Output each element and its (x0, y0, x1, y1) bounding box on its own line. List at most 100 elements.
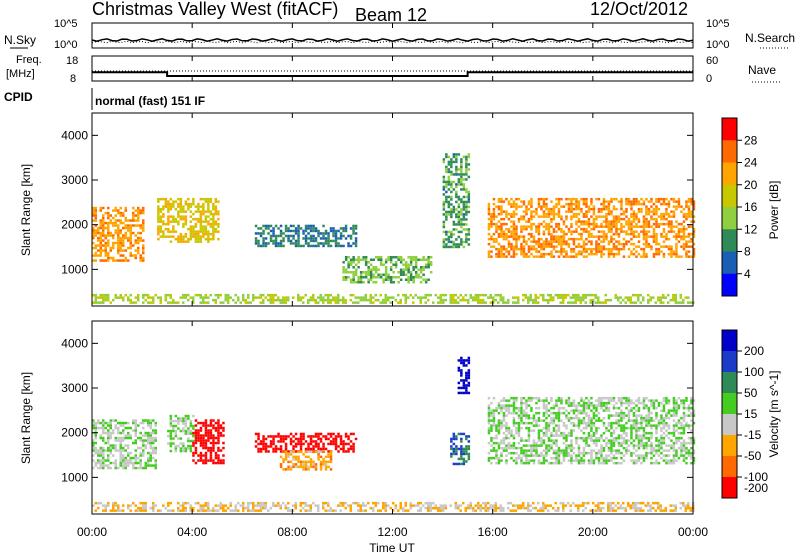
power-cell (114, 293, 117, 297)
velocity-cell (109, 434, 112, 437)
power-cell (94, 244, 97, 247)
power-cell (577, 296, 580, 299)
velocity-cell (555, 456, 558, 460)
power-cell (537, 240, 541, 243)
power-cell (607, 202, 611, 206)
power-cell (197, 293, 200, 297)
velocity-cell (217, 429, 220, 432)
velocity-cell (635, 454, 638, 457)
power-cell (465, 223, 468, 226)
power-cell (514, 296, 517, 299)
velocity-cell (502, 439, 506, 442)
velocity-cell (194, 441, 198, 445)
velocity-cell (217, 439, 220, 442)
velocity-cell (309, 460, 313, 464)
power-cell (647, 225, 651, 228)
velocity-cell (585, 439, 588, 442)
power-cell (184, 215, 188, 218)
velocity-cell (507, 406, 511, 410)
power-cell (97, 239, 100, 242)
velocity-cell (267, 435, 270, 438)
velocity-cell (94, 426, 97, 430)
velocity-cell (319, 450, 323, 454)
velocity-cell (127, 426, 130, 430)
velocity-cell (284, 442, 288, 446)
power-cell (217, 237, 220, 241)
power-cell (247, 296, 250, 299)
power-cell (552, 217, 556, 221)
velocity-cell (112, 429, 115, 432)
velocity-cell (214, 461, 218, 465)
power-cell (667, 220, 671, 223)
power-cell (562, 242, 566, 246)
power-cell (497, 197, 501, 201)
power-cell (522, 225, 526, 228)
power-cell (625, 242, 628, 246)
velocity-cell (612, 399, 616, 402)
velocity-cell (685, 456, 688, 460)
velocity-cell (635, 409, 638, 412)
velocity-region-4 (279, 450, 333, 471)
power-cell (635, 235, 638, 238)
velocity-cell (354, 437, 358, 441)
power-cell (199, 225, 203, 228)
power-cell (612, 220, 616, 223)
power-cell (670, 247, 673, 251)
power-cell (460, 165, 463, 169)
power-cell (492, 222, 496, 226)
velocity-cell (144, 444, 147, 447)
power-cell (465, 188, 468, 191)
power-cell (560, 250, 563, 253)
velocity-cell (540, 399, 543, 402)
power-cell (192, 235, 195, 238)
power-cell (167, 217, 170, 221)
power-cell (677, 240, 681, 243)
power-cell (299, 296, 302, 299)
power-cell (602, 215, 606, 218)
power-cell (387, 276, 390, 279)
power-cell (607, 255, 611, 258)
power-cell (477, 296, 480, 299)
power-cell (204, 237, 208, 241)
power-cell (572, 301, 575, 304)
power-cell (419, 258, 423, 261)
velocity-cell (530, 454, 533, 457)
velocity-cell (650, 399, 653, 402)
velocity-cell (487, 414, 491, 417)
power-cell (347, 271, 350, 274)
power-cell (575, 255, 578, 258)
velocity-cell (497, 421, 501, 425)
power-cell (597, 235, 601, 238)
velocity-cell (620, 416, 623, 420)
velocity-cell (585, 436, 588, 440)
power-cell (559, 301, 562, 304)
power-cell (682, 212, 686, 216)
velocity-cell (487, 406, 491, 410)
power-cell (534, 296, 537, 299)
velocity-cell (287, 468, 290, 471)
power-cell (542, 242, 546, 246)
velocity-cell (169, 434, 173, 438)
velocity-cell (577, 461, 581, 465)
noise-left-label: N.Sky (4, 33, 36, 47)
power-cell (555, 212, 558, 216)
power-cell (532, 222, 536, 226)
power-cell (532, 215, 536, 218)
power-cell (445, 210, 448, 214)
power-cell (510, 232, 513, 236)
velocity-cell (602, 446, 606, 450)
power-cell (137, 239, 140, 242)
velocity-cell (512, 444, 516, 447)
power-cell (259, 227, 263, 230)
velocity-cell (169, 424, 173, 428)
velocity-cell (259, 447, 263, 451)
power-cell (520, 245, 523, 248)
velocity-cell (627, 396, 631, 400)
power-cell (464, 298, 467, 302)
power-cell (544, 298, 547, 302)
velocity-cell (147, 459, 150, 462)
power-cell (97, 254, 100, 257)
velocity-cell (517, 456, 521, 460)
velocity-cell (537, 439, 541, 442)
power-cell (537, 301, 540, 304)
